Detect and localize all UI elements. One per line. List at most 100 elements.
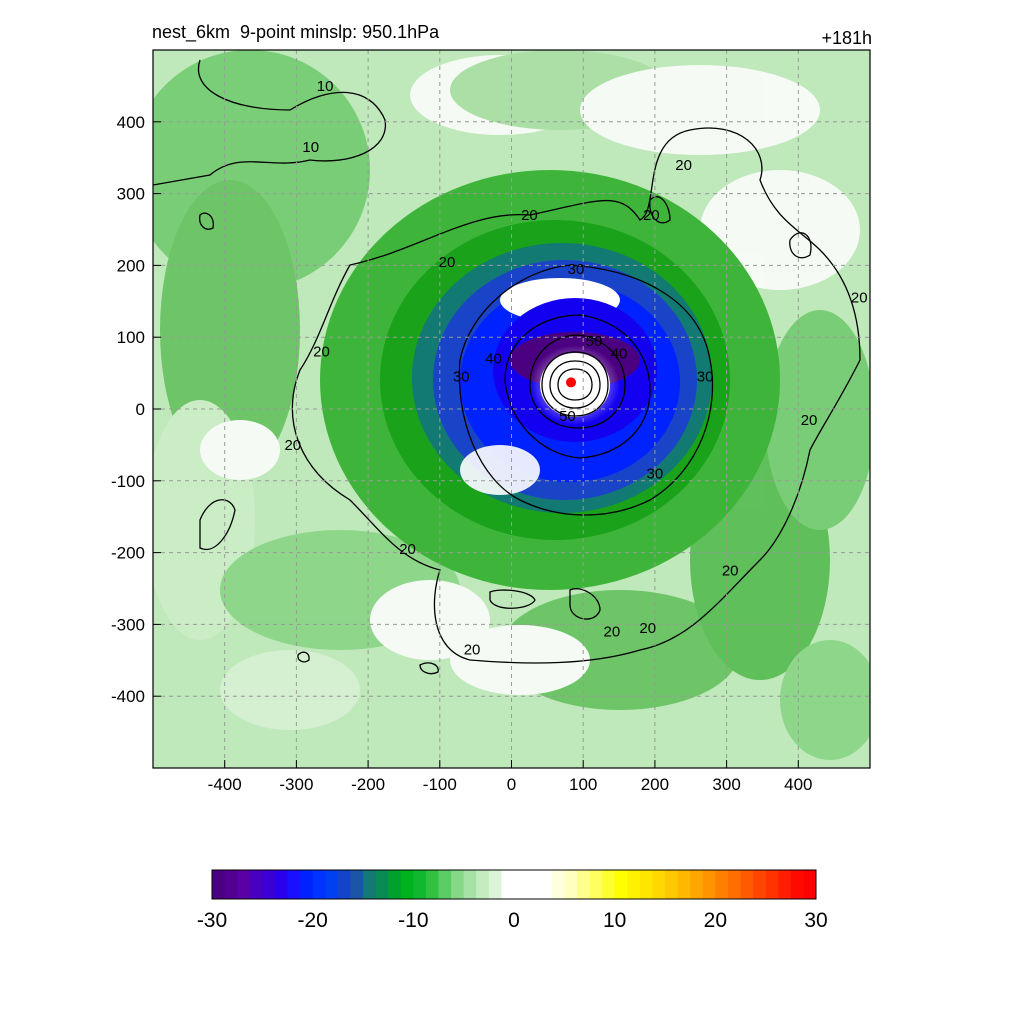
colorbar-swatch <box>702 870 716 899</box>
x-tick-label: -400 <box>208 775 242 794</box>
colorbar-swatch <box>564 870 578 899</box>
x-tick-label: 400 <box>784 775 812 794</box>
contour-label: 20 <box>464 642 481 659</box>
colorbar-tick-label: -10 <box>398 909 428 932</box>
chart-title: nest_6km 9-point minslp: 950.1hPa <box>152 22 440 42</box>
colorbar-swatch <box>576 870 590 899</box>
colorbar-swatch <box>652 870 666 899</box>
contour-label: 30 <box>453 369 470 386</box>
contour-label: 40 <box>485 351 502 368</box>
colorbar-swatch <box>224 870 238 899</box>
contour-label: 20 <box>801 412 818 429</box>
x-tick-label: 100 <box>569 775 597 794</box>
colorbar-swatch <box>476 870 490 899</box>
colorbar-swatch <box>765 870 779 899</box>
y-tick-label: 0 <box>136 400 145 419</box>
colorbar-swatch <box>438 870 452 899</box>
contour-label: 30 <box>568 261 585 278</box>
contour-label: 20 <box>284 437 301 454</box>
colorbar-swatch <box>363 870 377 899</box>
y-tick-label: 100 <box>117 328 145 347</box>
colorbar-swatch <box>639 870 653 899</box>
x-tick-label: -300 <box>279 775 313 794</box>
x-tick-label: 0 <box>507 775 516 794</box>
contour-small-5 <box>649 196 671 224</box>
contour-small-3 <box>199 499 236 551</box>
storm-center-marker <box>566 377 577 388</box>
contour-label: 20 <box>675 157 692 174</box>
colorbar-tick-label: 20 <box>704 909 727 932</box>
colorbar-swatch <box>803 870 817 899</box>
contour-small-7 <box>419 662 439 675</box>
colorbar-swatch <box>740 870 754 899</box>
colorbar-swatch <box>237 870 251 899</box>
colorbar-swatch <box>501 870 515 899</box>
colorbar-swatch <box>753 870 767 899</box>
colorbar-swatch <box>488 870 502 899</box>
plot-field <box>153 50 870 768</box>
y-tick-label: -200 <box>111 544 145 563</box>
contour-label: 20 <box>722 563 739 580</box>
colorbar-swatch <box>790 870 804 899</box>
y-axis: -400 -300 -200 -100 0 100 200 300 400 <box>111 113 161 706</box>
colorbar-swatch <box>400 870 414 899</box>
x-tick-label: -100 <box>423 775 457 794</box>
contour-label: 20 <box>439 254 456 271</box>
y-tick-label: 300 <box>117 185 145 204</box>
colorbar-swatch <box>262 870 276 899</box>
colorbar-swatch <box>350 870 364 899</box>
colorbar-swatch <box>690 870 704 899</box>
colorbar-swatch <box>388 870 402 899</box>
colorbar-swatch <box>627 870 641 899</box>
colorbar-swatch <box>665 870 679 899</box>
colorbar-swatch <box>249 870 263 899</box>
colorbar-swatch <box>589 870 603 899</box>
y-tick-label: 200 <box>117 256 145 275</box>
colorbar-tick-label: 0 <box>508 909 520 932</box>
colorbar-swatch <box>425 870 439 899</box>
contour-label: 20 <box>639 620 656 637</box>
colorbar-swatch <box>551 870 565 899</box>
colorbar-swatch <box>715 870 729 899</box>
contour-30 <box>458 264 714 516</box>
colorbar-swatch <box>212 870 226 899</box>
contour-label: 50 <box>586 333 603 350</box>
contour-label: 10 <box>302 139 319 156</box>
colorbar-tick-label: -20 <box>297 909 327 932</box>
colorbar-swatch <box>287 870 301 899</box>
colorbar-swatch <box>337 870 351 899</box>
colorbar-swatch <box>727 870 741 899</box>
contour-label: 10 <box>317 78 334 95</box>
colorbar-swatch <box>778 870 792 899</box>
contour-small-1 <box>489 589 536 609</box>
contour-small-2 <box>569 588 601 620</box>
x-tick-label: -200 <box>351 775 385 794</box>
x-axis: -400 -300 -200 -100 0 100 200 300 400 <box>208 760 812 794</box>
contour-label: 40 <box>611 346 628 363</box>
contour-label: 30 <box>647 466 664 483</box>
y-tick-label: -300 <box>111 615 145 634</box>
x-tick-label: 300 <box>712 775 740 794</box>
colorbar-swatch <box>539 870 553 899</box>
contour-60a <box>541 351 609 417</box>
colorbar-tick-label: 10 <box>603 909 626 932</box>
contour-label: 20 <box>313 344 330 361</box>
colorbar-frame <box>211 869 817 900</box>
contour-label: 20 <box>521 207 538 224</box>
contour-small-8 <box>297 651 310 663</box>
contour-small-4 <box>199 212 214 230</box>
contour-50 <box>529 334 626 429</box>
forecast-hour-label: +181h <box>821 28 872 48</box>
colorbar-swatch <box>413 870 427 899</box>
colorbar-swatch <box>451 870 465 899</box>
contour-label: 20 <box>604 624 621 641</box>
outer-bands <box>153 50 870 760</box>
contour-small-6 <box>789 232 812 259</box>
colorbar-swatch <box>300 870 314 899</box>
contour-label: 50 <box>559 408 576 425</box>
colorbar-swatch <box>514 870 528 899</box>
y-tick-label: -400 <box>111 687 145 706</box>
colorbar-swatch <box>325 870 339 899</box>
colorbar-swatch <box>602 870 616 899</box>
